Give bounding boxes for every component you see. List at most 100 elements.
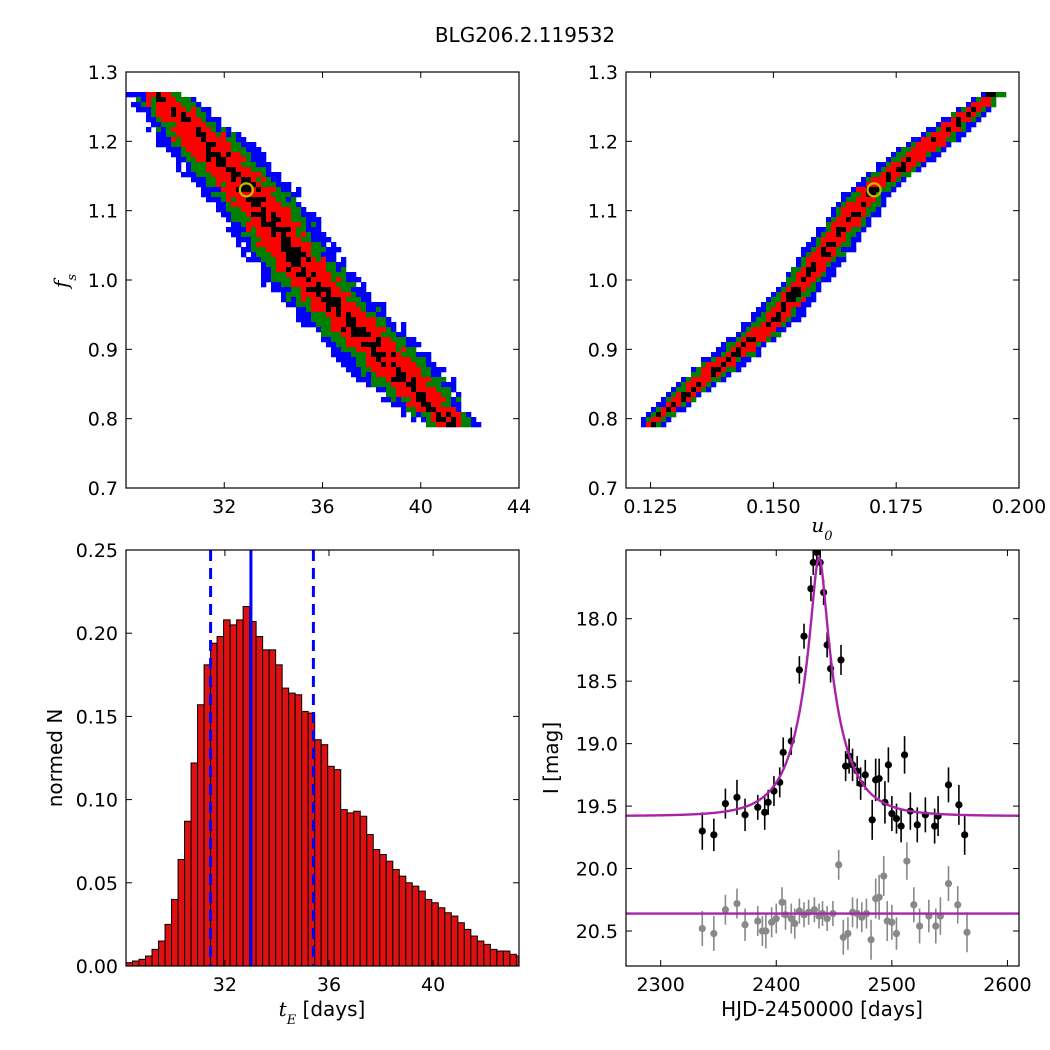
heatmap-cell [346,362,352,368]
heatmap-cell [291,272,297,278]
heatmap-cell [261,252,267,258]
heatmap-cell [216,137,222,143]
heatmap-cell [286,302,292,308]
heatmap-cell [161,97,167,103]
heatmap-cell [791,272,797,278]
heatmap-cell [231,172,237,178]
heatmap-cell [446,387,452,393]
heatmap-cell [916,152,922,158]
heatmap-cell [236,132,242,138]
heatmap-cell [156,112,162,118]
heatmap-cell [361,282,367,288]
heatmap-cell [331,247,337,253]
heatmap-cell [256,247,262,253]
heatmap-cell [171,152,177,158]
heatmap-cell [386,352,392,358]
heatmap-cell [871,212,877,218]
heatmap-cell [666,417,672,423]
heatmap-cell [426,397,432,403]
heatmap-cell [291,277,297,283]
heatmap-cell [971,122,977,128]
heatmap-cell [326,277,332,283]
heatmap-cell [301,282,307,288]
heatmap-cell [211,137,217,143]
histogram-bar [320,744,329,966]
heatmap-cell [816,287,822,293]
heatmap-cell [441,392,447,398]
heatmap-cell [751,347,757,353]
heatmap-cell [341,307,347,313]
heatmap-cell [391,402,397,408]
heatmap-cell [821,232,827,238]
heatmap-cell [721,347,727,353]
heatmap-cell [246,227,252,233]
heatmap-cell [926,152,932,158]
data-point-baseline [710,929,718,938]
heatmap-cell [701,372,707,378]
y-tick-label: 0.9 [588,339,618,361]
heatmap-cell [716,352,722,358]
heatmap-cell [311,222,317,228]
heatmap-cell [801,297,807,303]
heatmap-cell [386,347,392,353]
heatmap-cell [301,272,307,278]
heatmap-cell [321,317,327,323]
heatmap-cell [251,167,257,173]
heatmap-cell [326,332,332,338]
heatmap-cell [706,382,712,388]
heatmap-cell [936,132,942,138]
heatmap-cell [166,97,172,103]
heatmap-cell [381,337,387,343]
heatmap-cell [416,407,422,413]
heatmap-cell [381,357,387,363]
heatmap-cell [896,167,902,173]
heatmap-cell [796,267,802,273]
heatmap-cell [386,397,392,403]
heatmap-cell [441,417,447,423]
heatmap-cell [761,317,767,323]
heatmap-cell [251,222,257,228]
heatmap-cell [851,232,857,238]
heatmap-cell [291,227,297,233]
heatmap-cell [816,267,822,273]
heatmap-cell [706,387,712,393]
histogram-bar [372,849,381,966]
heatmap-cell [216,187,222,193]
heatmap-cell [241,162,247,168]
heatmap-cell [936,142,942,148]
heatmap-cell [306,297,312,303]
histogram-bar [523,956,530,966]
heatmap-cell [931,127,937,133]
heatmap-cell [266,172,272,178]
heatmap-cell [266,177,272,183]
heatmap-cell [281,217,287,223]
heatmap-cell [376,302,382,308]
heatmap-cell [316,317,322,323]
heatmap-cell [741,357,747,363]
heatmap-cell [791,292,797,298]
heatmap-cell [661,397,667,403]
heatmap-cell [321,302,327,308]
heatmap-cell [206,117,212,123]
heatmap-cell [286,297,292,303]
heatmap-cell [221,192,227,198]
heatmap-cell [931,142,937,148]
heatmap-cell [266,247,272,253]
heatmap-cell [916,157,922,163]
heatmap-cell [176,117,182,123]
heatmap-cell [281,282,287,288]
heatmap-cell [846,202,852,208]
heatmap-cell [336,267,342,273]
heatmap-cell [766,332,772,338]
heatmap-cell [271,287,277,293]
heatmap-cell [646,412,652,418]
heatmap-cell [246,202,252,208]
heatmap-cell [321,242,327,248]
heatmap-cell [286,232,292,238]
heatmap-cell [166,137,172,143]
heatmap-cell [251,192,257,198]
heatmap-cell [386,392,392,398]
heatmap-cell [256,222,262,228]
heatmap-cell [386,327,392,333]
heatmap-cell [366,327,372,333]
